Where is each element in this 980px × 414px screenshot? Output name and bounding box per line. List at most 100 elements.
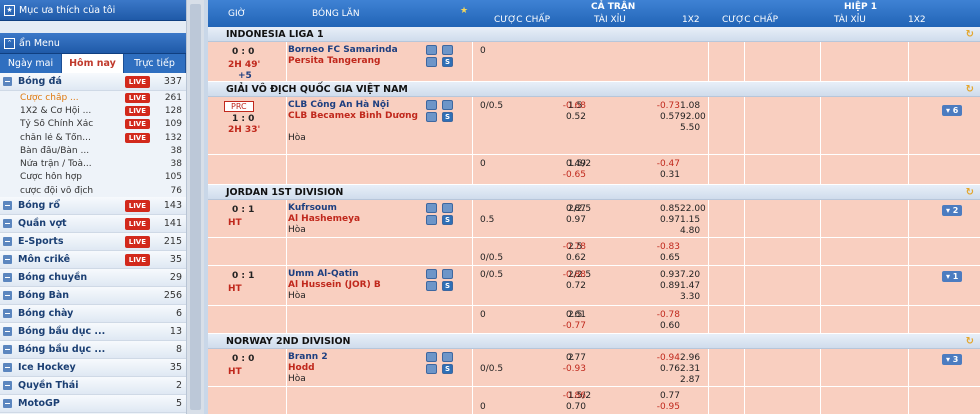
expand-icon[interactable] — [3, 345, 12, 355]
odds-value[interactable]: 1.15 — [680, 215, 701, 225]
expand-icon[interactable] — [3, 309, 12, 319]
odds-value[interactable]: 0.65 — [659, 253, 680, 263]
odds-value[interactable]: 2.31 — [680, 364, 701, 374]
stats-icon[interactable] — [426, 352, 437, 362]
odds-value[interactable]: 0.93 — [659, 270, 680, 280]
expand-icon[interactable] — [3, 399, 12, 409]
team-home[interactable]: Kufrsoum — [288, 203, 337, 213]
league-header[interactable]: NORWAY 2ND DIVISION ↻ — [208, 334, 980, 349]
team-home[interactable]: CLB Công An Hà Nội — [288, 100, 390, 110]
expand-icon[interactable] — [3, 381, 12, 391]
odds-value[interactable]: -0.77 — [562, 321, 586, 331]
odds-value[interactable]: 0.76 — [659, 364, 680, 374]
odds-value[interactable]: 0.60 — [659, 321, 680, 331]
tab-live[interactable]: Trực tiếp — [124, 54, 186, 73]
odds-value[interactable]: 0.97 — [565, 215, 586, 225]
odds-value[interactable]: 2.96 — [680, 353, 701, 363]
refresh-icon[interactable]: ↻ — [965, 29, 974, 40]
stats-icon[interactable] — [426, 203, 437, 213]
sport-item[interactable]: Bóng chày 6 — [0, 305, 186, 324]
stats-icon[interactable] — [426, 269, 437, 279]
odds-value[interactable]: 0.72 — [565, 281, 586, 291]
sport-item[interactable]: Môn crikê LIVE 35 — [0, 251, 186, 270]
odds-value[interactable]: -0.94 — [656, 353, 680, 363]
sport-item[interactable]: Bóng bầu dục ... 13 — [0, 323, 186, 342]
scroll-thumb[interactable] — [190, 4, 201, 410]
odds-value[interactable]: 5.50 — [680, 123, 701, 133]
stats-icon[interactable] — [426, 45, 437, 55]
odds-value[interactable]: 0.52 — [565, 112, 586, 122]
sport-item[interactable]: Quần vợt LIVE 141 — [0, 215, 186, 234]
market-item[interactable]: Cược hỗn hợp 105 — [0, 171, 186, 184]
tv-icon[interactable] — [426, 112, 437, 122]
tab-tomorrow[interactable]: Ngày mai — [0, 54, 62, 73]
odds-value[interactable]: 22.00 — [680, 204, 706, 214]
odds-value[interactable]: -0.83 — [656, 242, 680, 252]
lineup-icon[interactable] — [442, 100, 453, 110]
odds-value[interactable]: 92.00 — [680, 112, 706, 122]
odds-value[interactable]: 0.77 — [565, 353, 586, 363]
odds-value[interactable]: 1.08 — [680, 101, 701, 111]
team-away[interactable]: CLB Becamex Bình Dương — [288, 111, 418, 121]
odds-value[interactable]: 0.57 — [659, 112, 680, 122]
lineup-icon[interactable] — [442, 45, 453, 55]
odds-value[interactable]: 0.85 — [659, 204, 680, 214]
stats-icon[interactable] — [426, 100, 437, 110]
team-away[interactable]: Hodd — [288, 363, 315, 373]
sidebar-scrollbar[interactable] — [186, 0, 204, 414]
odds-value[interactable]: -0.78 — [562, 242, 586, 252]
streaming-icon[interactable]: S — [442, 112, 453, 122]
sport-item[interactable]: Bóng rổ LIVE 143 — [0, 197, 186, 216]
team-home[interactable]: Brann 2 — [288, 352, 328, 362]
team-away[interactable]: Al Hussein (JOR) B — [288, 280, 381, 290]
more-markets-button[interactable]: ▾ 6 — [942, 105, 963, 116]
sport-item[interactable]: Quyền Thái 2 — [0, 377, 186, 396]
odds-value[interactable]: -0.47 — [656, 159, 680, 169]
streaming-icon[interactable]: S — [442, 281, 453, 291]
refresh-icon[interactable]: ↻ — [965, 336, 974, 347]
lineup-icon[interactable] — [442, 203, 453, 213]
odds-value[interactable]: -0.93 — [562, 364, 586, 374]
streaming-icon[interactable]: S — [442, 57, 453, 67]
expand-icon[interactable] — [3, 237, 12, 247]
sport-item[interactable]: Bóng đá LIVE 337 — [0, 73, 186, 91]
tv-icon[interactable] — [426, 281, 437, 291]
expand-icon[interactable] — [3, 291, 12, 301]
hide-menu-toggle[interactable]: ⌃ ẩn Menu — [0, 33, 186, 54]
expand-icon[interactable] — [3, 77, 12, 86]
market-item[interactable]: Tỷ Số Chính Xác LIVE 109 — [0, 118, 186, 131]
odds-value[interactable]: 0.77 — [659, 391, 680, 401]
favorites-header[interactable]: ★ Mục ưa thích của tôi — [0, 0, 186, 21]
star-icon[interactable]: ★ — [460, 6, 469, 16]
refresh-icon[interactable]: ↻ — [965, 187, 974, 198]
more-markets-button[interactable]: ▾ 3 — [942, 354, 963, 365]
tv-icon[interactable] — [426, 57, 437, 67]
odds-value[interactable]: 0.97 — [659, 215, 680, 225]
expand-icon[interactable] — [3, 219, 12, 229]
streaming-icon[interactable]: S — [442, 215, 453, 225]
lineup-icon[interactable] — [442, 352, 453, 362]
team-away[interactable]: Al Hashemeya — [288, 214, 361, 224]
odds-value[interactable]: 0.62 — [565, 253, 586, 263]
tv-icon[interactable] — [426, 364, 437, 374]
expand-icon[interactable] — [3, 327, 12, 337]
league-header[interactable]: INDONESIA LIGA 1 ↻ — [208, 27, 980, 42]
expand-icon[interactable] — [3, 273, 12, 283]
odds-value[interactable]: -0.78 — [656, 310, 680, 320]
odds-value[interactable]: 0.31 — [659, 170, 680, 180]
odds-value[interactable]: 0.89 — [659, 281, 680, 291]
more-markets-button[interactable]: ▾ 1 — [942, 271, 963, 282]
sport-item[interactable]: Bóng bầu dục ... 8 — [0, 341, 186, 360]
league-header[interactable]: GIẢI VÔ ĐỊCH QUỐC GIA VIỆT NAM ↻ — [208, 82, 980, 97]
market-item[interactable]: Cược chấp ... LIVE 261 — [0, 91, 186, 104]
sport-item[interactable]: E-Sports LIVE 215 — [0, 233, 186, 252]
odds-value[interactable]: -0.95 — [656, 402, 680, 412]
expand-icon[interactable] — [3, 201, 12, 211]
odds-value[interactable]: 0.70 — [565, 402, 586, 412]
market-item[interactable]: Bàn đầu/Bàn ... 38 — [0, 144, 186, 157]
sport-item[interactable]: Ice Hockey 35 — [0, 359, 186, 378]
odds-value[interactable]: 0.87 — [565, 204, 586, 214]
team-away[interactable]: Persita Tangerang — [288, 56, 381, 66]
odds-value[interactable]: 2.87 — [680, 375, 701, 385]
odds-value[interactable]: 1.47 — [680, 281, 701, 291]
